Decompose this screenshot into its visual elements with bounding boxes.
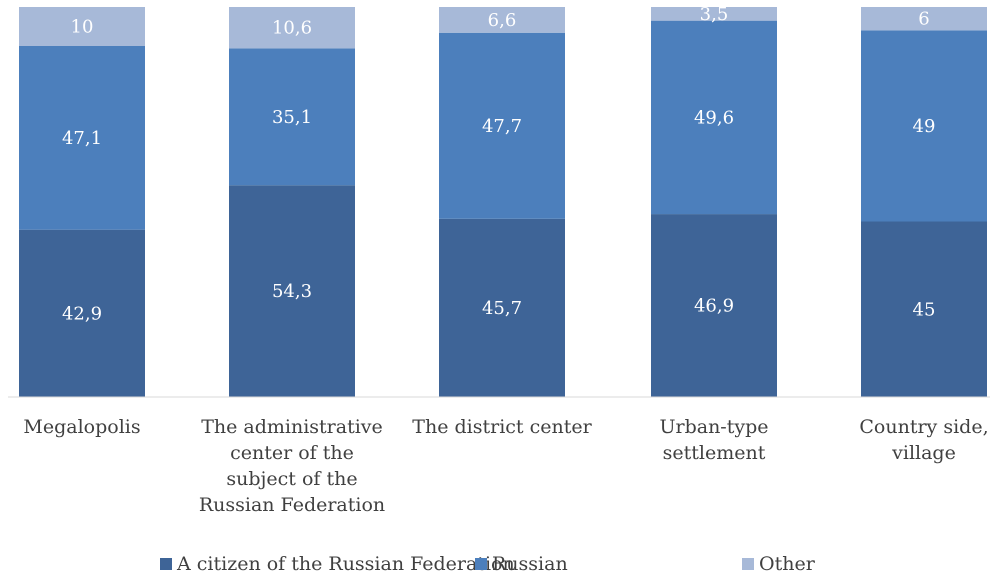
legend-swatch-russian — [475, 558, 487, 570]
data-label-a-citizen-of-the-russian-federation-5: 45 — [913, 299, 936, 320]
data-labels-layer: 42,9 47,1 10 54,3 35,1 10,6 45,7 47,7 6,6 46,9 49,… — [62, 4, 935, 325]
category-label-2: The administrative center of the subject o… — [199, 416, 385, 516]
data-label-russian-4: 49,6 — [694, 107, 734, 128]
bar-a-citizen-of-the-russian-federation-2 — [229, 185, 355, 397]
category-label-1: Megalopolis — [23, 416, 140, 438]
legend-label-russian: Russian — [492, 553, 568, 575]
category-labels-layer: Megalopolis The administrative center of t… — [23, 416, 988, 516]
data-label-a-citizen-of-the-russian-federation-4: 46,9 — [694, 296, 734, 317]
bars-layer — [19, 7, 987, 397]
bar-other-3 — [439, 7, 565, 33]
bar-russian-4 — [651, 20, 777, 215]
bar-a-citizen-of-the-russian-federation-1 — [19, 229, 145, 397]
data-label-a-citizen-of-the-russian-federation-2: 54,3 — [272, 281, 312, 302]
legend: A citizen of the Russian FederationRussi… — [160, 553, 816, 575]
legend-item-russian: Russian — [475, 553, 568, 575]
data-label-other-5: 6 — [918, 9, 929, 30]
data-label-other-3: 6,6 — [488, 10, 517, 31]
category-label-5: Country side, village — [859, 416, 988, 464]
legend-label-other: Other — [759, 553, 816, 575]
bar-other-1 — [19, 7, 145, 46]
bar-other-4 — [651, 7, 777, 21]
data-label-russian-5: 49 — [913, 116, 936, 137]
data-label-other-1: 10 — [71, 17, 94, 38]
bar-a-citizen-of-the-russian-federation-5 — [861, 221, 987, 397]
data-label-a-citizen-of-the-russian-federation-3: 45,7 — [482, 298, 522, 319]
bar-russian-1 — [19, 46, 145, 230]
bar-a-citizen-of-the-russian-federation-4 — [651, 214, 777, 397]
data-label-a-citizen-of-the-russian-federation-1: 42,9 — [62, 303, 102, 324]
category-label-4: Urban-type settlement — [659, 416, 768, 464]
bar-russian-5 — [861, 30, 987, 222]
legend-swatch-a-citizen-of-the-russian-federation — [160, 558, 172, 570]
bar-russian-3 — [439, 32, 565, 219]
legend-swatch-other — [742, 558, 754, 570]
bar-other-5 — [861, 7, 987, 31]
legend-label-a-citizen-of-the-russian-federation: A citizen of the Russian Federation — [176, 553, 515, 575]
data-label-russian-2: 35,1 — [272, 107, 312, 128]
bar-russian-2 — [229, 48, 355, 186]
bar-a-citizen-of-the-russian-federation-3 — [439, 218, 565, 397]
bar-other-2 — [229, 7, 355, 49]
data-label-other-4: 3,5 — [700, 4, 729, 25]
legend-item-a-citizen-of-the-russian-federation: A citizen of the Russian Federation — [160, 553, 515, 575]
data-label-russian-1: 47,1 — [62, 128, 102, 149]
data-label-other-2: 10,6 — [272, 18, 312, 39]
category-label-3: The district center — [412, 416, 592, 438]
legend-item-other: Other — [742, 553, 816, 575]
data-label-russian-3: 47,7 — [482, 116, 522, 137]
